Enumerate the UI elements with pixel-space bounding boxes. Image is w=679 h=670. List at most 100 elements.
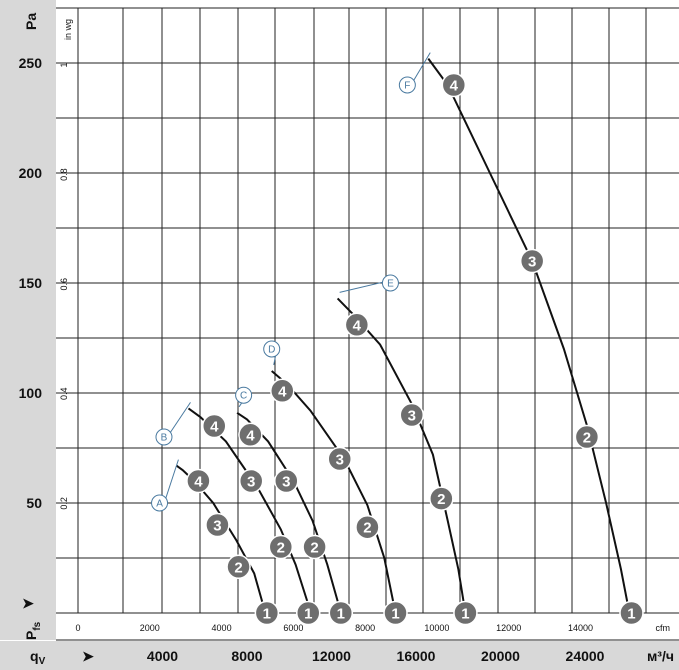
y-axis-symbol-text: Pfs xyxy=(23,621,43,640)
y-axis-left-ticks: 50 100 150 200 250 xyxy=(19,55,43,511)
step-badge-f-1 xyxy=(619,600,644,626)
step-badge-label: 1 xyxy=(461,606,469,623)
step-badge-label: 2 xyxy=(363,520,371,537)
step-badge-a-1 xyxy=(254,600,280,626)
y-axis-symbol: ➤ Pfs xyxy=(22,595,43,640)
x-axis-tick-label: 24000 xyxy=(566,648,605,664)
letter-label-a: A xyxy=(156,499,163,510)
step-badge-f-2 xyxy=(574,424,600,450)
step-badge-c-2 xyxy=(302,534,327,560)
leader-line-b xyxy=(169,402,191,434)
y-axis-arrow: ➤ xyxy=(22,595,34,611)
step-badge-a-2 xyxy=(226,554,251,580)
x-axis-tick-label: 16000 xyxy=(397,648,436,664)
letter-badge-a xyxy=(151,494,169,512)
y-axis-tick-label: 150 xyxy=(19,275,43,291)
x-axis-inner-tick-label: 8000 xyxy=(355,623,375,633)
step-badge-label: 4 xyxy=(278,383,287,400)
x-axis-inner-tick-label: 0 xyxy=(75,623,80,633)
x-axis-bottom-ticks: 4000 8000 12000 16000 20000 24000 xyxy=(147,648,605,664)
leader-line-f xyxy=(412,52,431,82)
step-badge-label: 1 xyxy=(391,606,399,623)
x-axis-symbol: qV ➤ xyxy=(30,648,94,667)
step-badge-label: 4 xyxy=(450,78,459,95)
speed-step-markers: 4 3 2 1 4 3 2 1 4 3 2 1 4 3 2 1 4 3 2 1 4 3 2 1 xyxy=(186,72,644,626)
step-badge-d-4 xyxy=(270,378,295,404)
x-axis-tick-label: 20000 xyxy=(481,648,520,664)
step-badge-label: 2 xyxy=(583,430,591,447)
y-axis-tick-label: 200 xyxy=(19,165,43,181)
x-axis-inner-tick-label: 6000 xyxy=(283,623,303,633)
step-badge-f-4 xyxy=(441,72,467,98)
y-axis-inner-tick-label: 0.4 xyxy=(59,388,69,401)
y-axis-unit-label: Pa xyxy=(23,13,39,30)
letter-label-c: C xyxy=(240,391,247,402)
letter-label-f: F xyxy=(404,81,410,92)
series-letter-labels: A B C D E F xyxy=(151,52,431,512)
y-axis-tick-label: 100 xyxy=(19,385,43,401)
step-badge-label: 3 xyxy=(408,408,416,425)
y-axis-inner-tick-label: 0.2 xyxy=(59,497,69,510)
step-badge-label: 3 xyxy=(336,452,344,469)
step-badge-label: 1 xyxy=(304,606,312,623)
leader-line-a xyxy=(165,459,179,500)
step-badge-e-2 xyxy=(429,486,454,511)
step-badge-label: 4 xyxy=(194,474,203,491)
step-badge-label: 2 xyxy=(277,540,285,557)
x-axis-inner-tick-label: 4000 xyxy=(212,623,232,633)
step-badge-b-1 xyxy=(296,600,321,626)
x-axis-inner-tick-label: 10000 xyxy=(424,623,449,633)
curve-f xyxy=(427,58,631,614)
letter-label-b: B xyxy=(161,433,168,444)
step-badge-f-3 xyxy=(519,248,545,274)
step-badge-c-3 xyxy=(274,468,299,494)
step-badge-e-3 xyxy=(399,402,425,428)
curve-e xyxy=(336,297,467,614)
series-curves xyxy=(175,58,631,614)
x-axis-symbol-main: q xyxy=(30,648,39,664)
step-badge-e-1 xyxy=(453,600,478,626)
step-badge-label: 2 xyxy=(437,491,445,508)
step-badge-b-3 xyxy=(238,468,264,494)
step-badge-label: 2 xyxy=(234,559,242,576)
left-axis-strip xyxy=(0,0,56,640)
bottom-axis-strip xyxy=(0,641,679,670)
y-axis-symbol-sub: fs xyxy=(32,621,43,630)
y-axis-tick-label: 250 xyxy=(19,55,43,71)
x-axis-symbol-sub: V xyxy=(39,656,46,667)
grid xyxy=(56,7,679,641)
step-badge-e-4 xyxy=(344,312,370,338)
letter-badge-d xyxy=(263,340,281,358)
step-badge-label: 4 xyxy=(353,317,362,334)
letter-badge-b xyxy=(155,428,173,446)
y-axis-inner-tick-label: 0.6 xyxy=(59,278,69,291)
step-badge-label: 2 xyxy=(310,540,318,557)
step-badge-label: 3 xyxy=(247,474,255,491)
step-badge-a-4 xyxy=(186,468,211,494)
step-badge-label: 1 xyxy=(263,606,271,623)
x-axis-unit-label: м³/ч xyxy=(647,648,674,664)
x-axis-inner-tick-label: 14000 xyxy=(568,623,593,633)
step-badge-d-2 xyxy=(355,514,380,540)
letter-label-e: E xyxy=(387,279,394,290)
step-badge-label: 3 xyxy=(282,474,290,491)
letter-badge-c xyxy=(235,386,253,404)
letter-badge-f xyxy=(398,76,416,94)
step-badge-label: 4 xyxy=(246,427,255,444)
y-axis-inner-tick-label: 0.8 xyxy=(59,168,69,181)
step-badge-c-1 xyxy=(328,600,354,626)
x-axis-inner-unit-label: cfm xyxy=(656,623,671,633)
y-axis-inner-tick-label: 1 xyxy=(59,62,69,67)
step-badge-label: 1 xyxy=(337,606,345,623)
x-axis-arrow: ➤ xyxy=(82,648,94,664)
step-badge-b-4 xyxy=(202,413,227,439)
step-badge-b-2 xyxy=(268,534,294,560)
x-axis-tick-label: 4000 xyxy=(147,648,178,664)
step-badge-label: 1 xyxy=(627,606,635,623)
y-axis-symbol-main: P xyxy=(23,631,39,640)
x-axis-inner-tick-label: 12000 xyxy=(496,623,521,633)
y-axis-tick-label: 50 xyxy=(26,495,42,511)
letter-label-d: D xyxy=(268,345,275,356)
curve-a xyxy=(175,464,267,614)
